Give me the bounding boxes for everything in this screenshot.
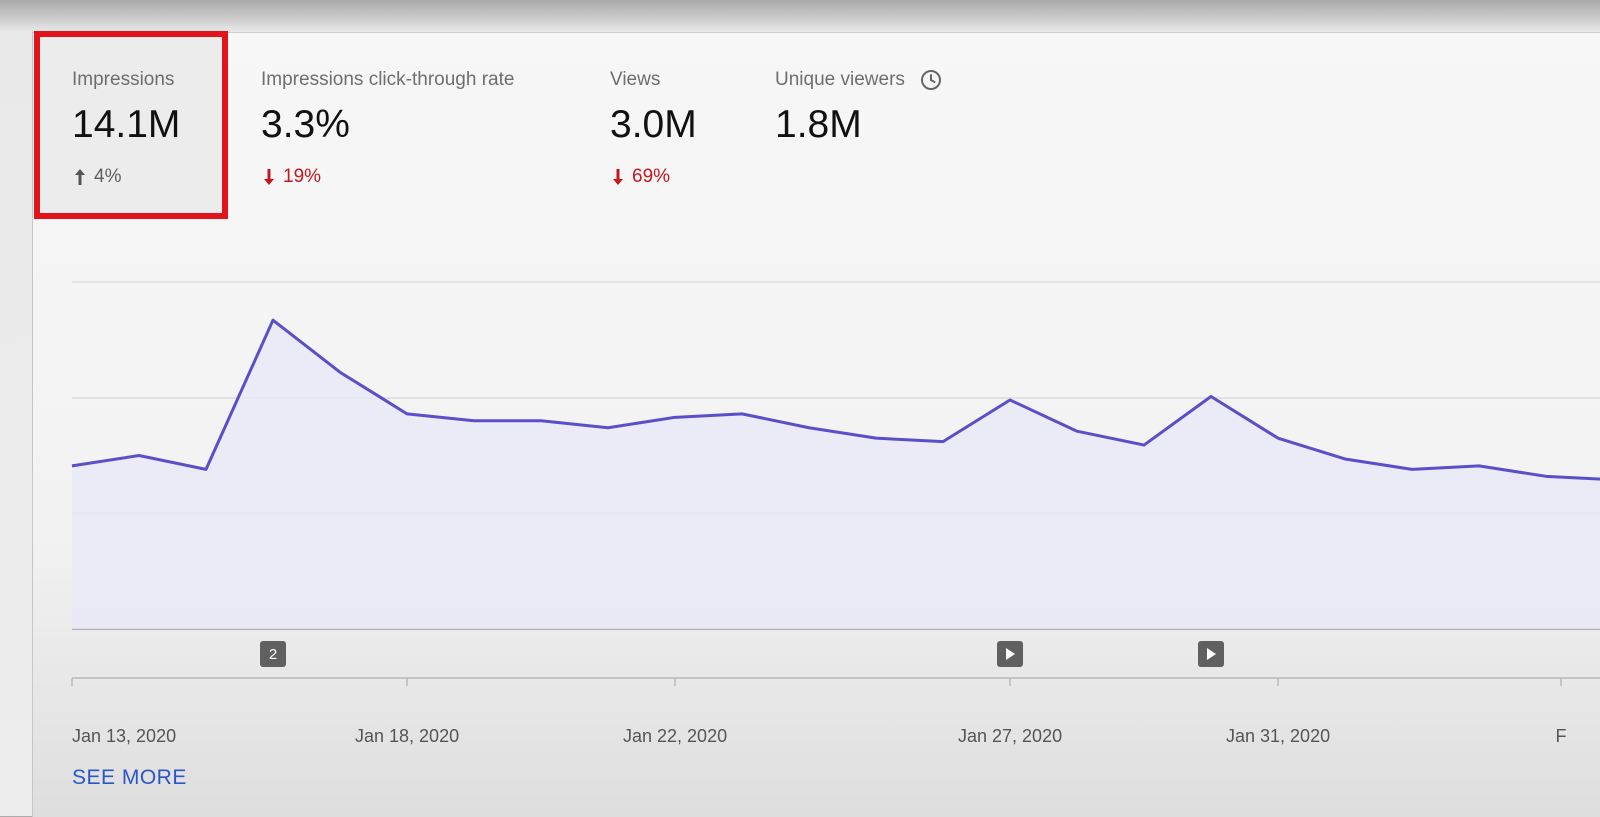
play-icon[interactable] [997,641,1023,667]
x-tick-label: Jan 18, 2020 [355,726,459,747]
impressions-chart [33,33,1600,733]
x-tick-label: F [1556,726,1567,747]
publish-count-badge[interactable]: 2 [260,641,286,667]
x-tick-label: Jan 27, 2020 [958,726,1062,747]
play-icon[interactable] [1198,641,1224,667]
x-tick-label: Jan 13, 2020 [72,726,176,747]
x-tick-label: Jan 31, 2020 [1226,726,1330,747]
series-area [72,320,1600,629]
analytics-panel: Impressions 14.1M 4% Impressions click-t… [32,32,1600,817]
see-more-link[interactable]: SEE MORE [72,766,187,790]
x-tick-label: Jan 22, 2020 [623,726,727,747]
